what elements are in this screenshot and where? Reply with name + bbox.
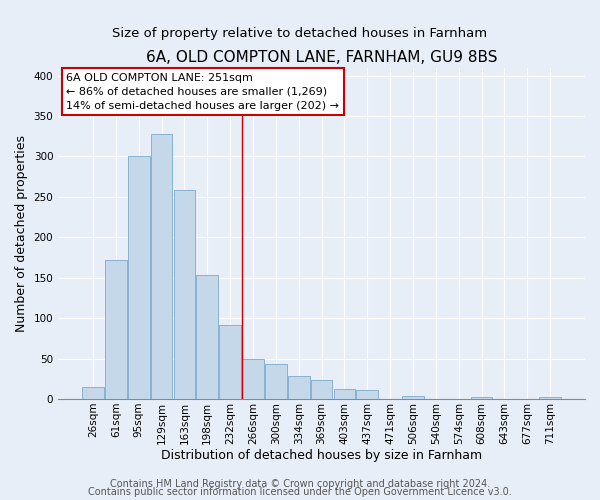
Bar: [311, 380, 332, 399]
Bar: [242, 358, 264, 399]
Text: 6A OLD COMPTON LANE: 251sqm
← 86% of detached houses are smaller (1,269)
14% of : 6A OLD COMPTON LANE: 251sqm ← 86% of det…: [66, 72, 339, 110]
Bar: [471, 398, 493, 399]
Bar: [539, 398, 561, 399]
Bar: [82, 387, 104, 399]
Bar: [151, 134, 172, 399]
Text: Contains public sector information licensed under the Open Government Licence v3: Contains public sector information licen…: [88, 487, 512, 497]
Bar: [356, 390, 378, 399]
Bar: [219, 324, 241, 399]
Bar: [173, 190, 195, 399]
Text: Size of property relative to detached houses in Farnham: Size of property relative to detached ho…: [112, 28, 488, 40]
Title: 6A, OLD COMPTON LANE, FARNHAM, GU9 8BS: 6A, OLD COMPTON LANE, FARNHAM, GU9 8BS: [146, 50, 497, 65]
Bar: [196, 276, 218, 399]
Y-axis label: Number of detached properties: Number of detached properties: [15, 135, 28, 332]
Text: Contains HM Land Registry data © Crown copyright and database right 2024.: Contains HM Land Registry data © Crown c…: [110, 479, 490, 489]
X-axis label: Distribution of detached houses by size in Farnham: Distribution of detached houses by size …: [161, 450, 482, 462]
Bar: [402, 396, 424, 399]
Bar: [288, 376, 310, 399]
Bar: [105, 260, 127, 399]
Bar: [265, 364, 287, 399]
Bar: [128, 156, 149, 399]
Bar: [334, 388, 355, 399]
